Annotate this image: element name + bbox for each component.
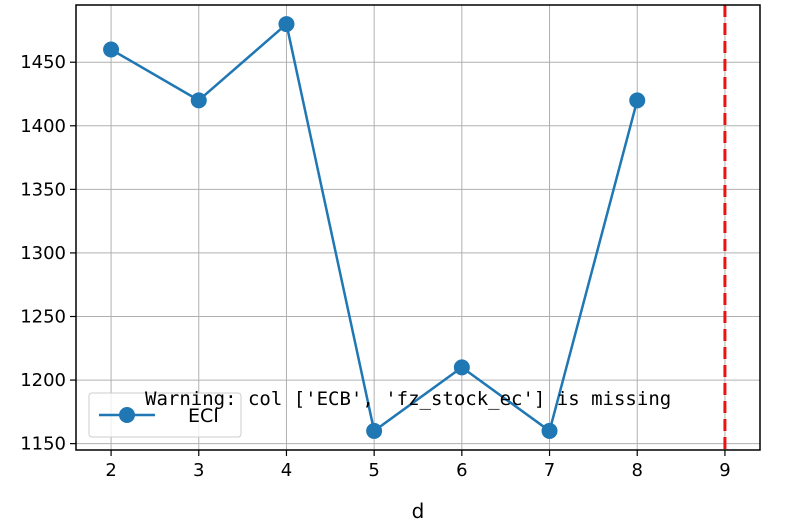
legend-marker [119,407,135,423]
data-point [453,359,470,376]
x-tick-label: 3 [193,460,204,481]
x-axis: 2 3 4 5 6 7 8 9 [105,450,731,481]
warning-annotation: Warning: col ['ECB', 'fz_stock_ec'] is m… [145,388,671,410]
series [103,16,646,439]
x-tick-label: 7 [544,460,555,481]
x-tick-label: 8 [632,460,643,481]
data-point [541,422,558,439]
data-point [278,16,295,33]
data-point [629,92,646,109]
y-tick-label: 1250 [20,307,66,328]
data-point [103,41,120,58]
x-tick-label: 9 [719,460,730,481]
y-axis: 1150 1200 1250 1300 1350 1400 1450 [20,52,76,455]
plot-frame [75,4,761,451]
y-tick-label: 1350 [20,179,66,200]
y-tick-label: 1300 [20,243,66,264]
x-tick-label: 6 [456,460,467,481]
data-point [190,92,207,109]
y-tick-label: 1450 [20,52,66,73]
x-axis-label: d [412,499,425,520]
y-tick-label: 1200 [20,370,66,391]
x-tick-label: 5 [368,460,379,481]
y-tick-label: 1400 [20,116,66,137]
legend-box [88,392,242,438]
x-tick-label: 4 [281,460,292,481]
legend-label: ECI [188,405,219,427]
grid [76,5,760,450]
x-tick-label: 2 [105,460,116,481]
y-tick-label: 1150 [20,434,66,455]
data-point [366,422,383,439]
legend: ECI [88,392,242,438]
